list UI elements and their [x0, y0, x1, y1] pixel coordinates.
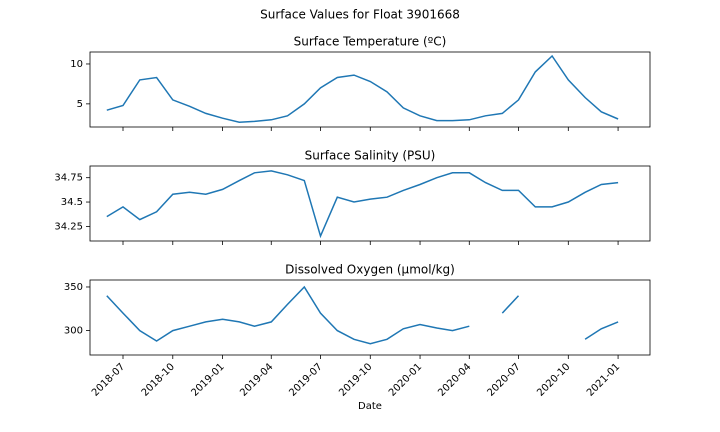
x-tick-label: 2020-01	[387, 361, 424, 398]
axes-title: Surface Temperature (ºC)	[294, 35, 447, 49]
x-tick-label: 2019-01	[189, 361, 226, 398]
x-tick-label: 2020-10	[535, 361, 572, 398]
y-tick-label: 300	[64, 326, 83, 337]
y-tick-label: 34.75	[54, 173, 83, 184]
y-tick-label: 34.25	[54, 221, 83, 232]
axes-title: Dissolved Oxygen (µmol/kg)	[285, 263, 455, 277]
x-tick-label: 2019-07	[287, 361, 324, 398]
y-tick-label: 34.5	[61, 197, 83, 208]
data-line	[106, 170, 619, 239]
data-line	[106, 54, 619, 123]
x-tick-label: 2020-07	[485, 361, 522, 398]
axes-frame	[89, 51, 651, 128]
axes-frame	[89, 165, 651, 242]
figure-title: Surface Values for Float 3901668	[260, 8, 460, 22]
x-tick-label: 2020-04	[436, 361, 473, 398]
x-axis-label: Date	[358, 401, 382, 412]
axes-title: Surface Salinity (PSU)	[305, 149, 436, 163]
x-tick-label: 2019-10	[337, 361, 374, 398]
y-tick-label: 5	[77, 99, 83, 110]
y-tick-label: 350	[64, 282, 83, 293]
y-tick-label: 10	[70, 59, 83, 70]
x-tick-label: 2018-07	[90, 361, 127, 398]
x-tick-label: 2021-01	[585, 361, 622, 398]
x-tick-label: 2018-10	[140, 361, 177, 398]
x-tick-label: 2019-04	[238, 361, 275, 398]
data-line	[106, 285, 619, 345]
